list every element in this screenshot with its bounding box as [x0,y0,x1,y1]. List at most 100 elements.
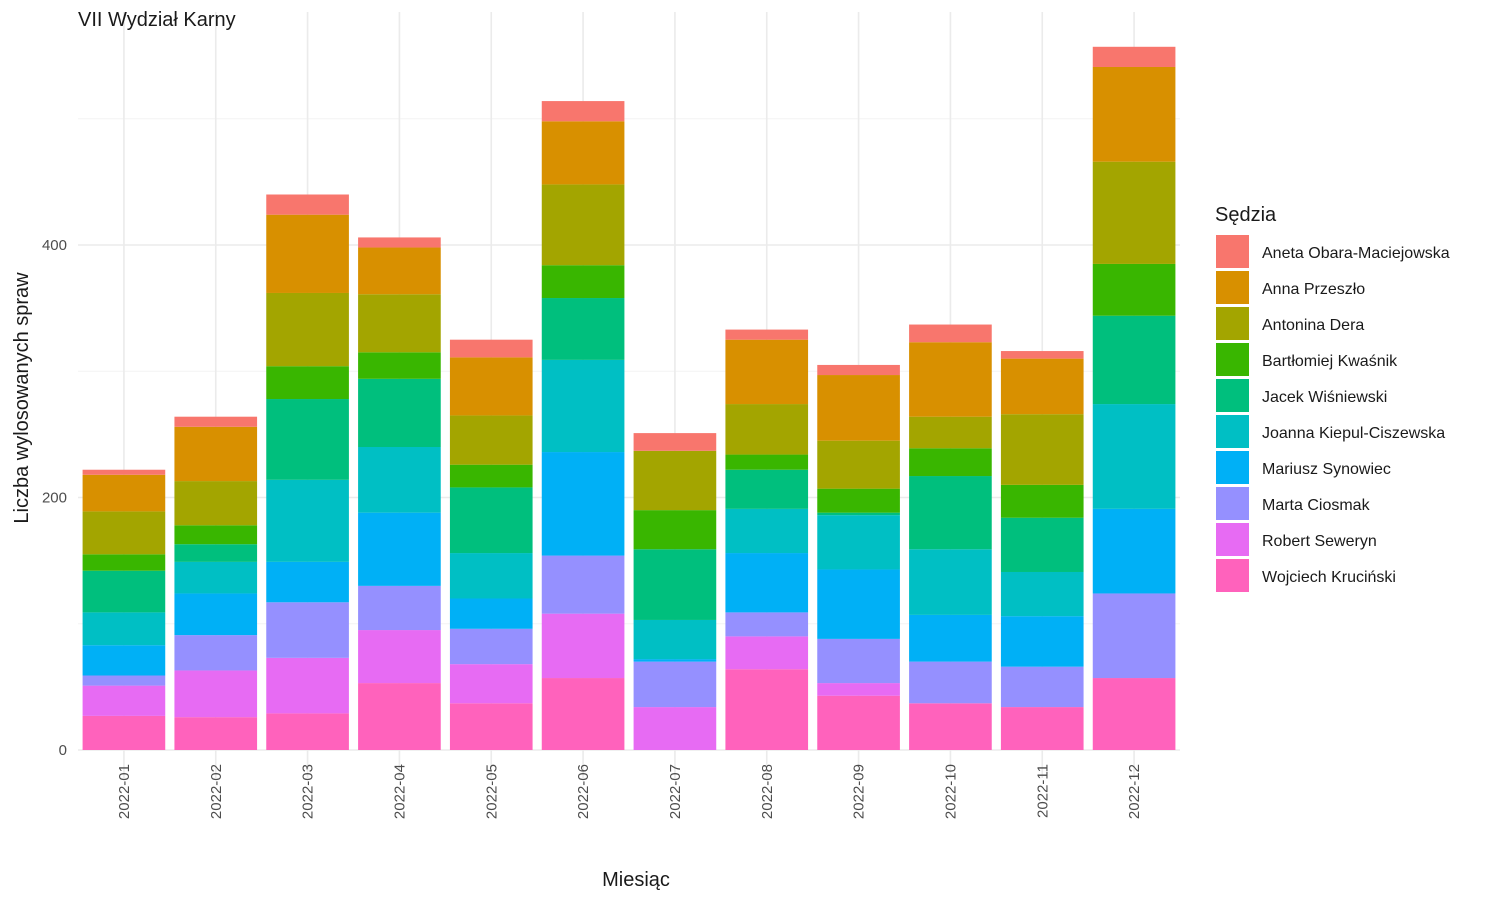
bar-segment [82,612,166,646]
bar-segment [358,247,441,295]
bar-segment [449,598,533,629]
bar-segment [1092,46,1176,67]
x-tick-label: 2022-02 [208,764,225,819]
bar-segment [1000,616,1084,667]
bar-segment [82,474,166,512]
bar-segment [449,464,533,488]
legend-title: Sędzia [1215,204,1277,226]
bar-segment [817,569,900,639]
x-tick-label: 2022-01 [116,764,133,819]
bar-segment [449,357,533,416]
bar-segment [174,481,258,526]
bar-segment [82,554,166,571]
bar-segment [725,553,809,613]
bar-segment [541,298,625,360]
bar-segment [633,510,717,550]
x-tick-label: 2022-09 [851,764,868,819]
bar-segment [541,121,625,185]
bar-segment [817,364,900,376]
x-tick-label: 2022-06 [575,764,592,819]
bar-segment [909,549,992,615]
bar-segment [909,342,992,417]
x-tick-label: 2022-04 [391,764,408,819]
bars [82,46,1176,750]
legend-swatch [1216,451,1249,484]
bar-segment [909,614,992,662]
legend-label: Antonina Dera [1262,317,1364,334]
bar-segment [266,561,349,603]
bar-segment [449,628,533,665]
bar-segment [1092,404,1176,509]
bar-segment [633,619,717,660]
bar-segment [541,613,625,679]
y-tick-label: 200 [42,490,67,507]
legend-label: Aneta Obara-Maciejowska [1262,245,1450,262]
bar-segment [449,487,533,554]
legend-label: Wojciech Kruciński [1262,569,1396,586]
bar-segment [541,184,625,266]
y-axis-ticks: 0 200 400 [42,237,67,759]
bar-segment [817,638,900,684]
bar-segment [1092,508,1176,594]
bar-segment [633,549,717,620]
bar-segment [266,214,349,293]
bar-segment [174,635,258,671]
bar-segment [174,670,258,718]
bar-segment [266,292,349,367]
legend-swatch [1216,559,1249,592]
bar-segment [358,630,441,684]
bar-segment [909,324,992,343]
bar-segment [633,707,717,750]
bar-segment [909,476,992,550]
bar-segment [817,375,900,441]
bar-segment [358,294,441,353]
bar-segment [1092,161,1176,264]
y-tick-label: 400 [42,237,67,254]
legend-label: Bartłomiej Kwaśnik [1262,353,1398,370]
bar-segment [358,585,441,631]
bar-segment [449,553,533,599]
bar-segment [1000,517,1084,572]
bar-segment [909,416,992,449]
bar-segment [174,717,258,750]
legend-swatch [1216,271,1249,304]
x-axis-ticks: 2022-01 2022-02 2022-03 2022-04 2022-05 2022-… [116,764,1143,819]
bar-segment [266,657,349,714]
legend-label: Jacek Wiśniewski [1262,389,1387,406]
bar-segment [725,329,809,340]
bar-segment [817,488,900,513]
bar-segment [541,265,625,299]
bar-segment [174,593,258,636]
bar-segment [266,399,349,480]
chart-title: VII Wydział Karny [78,9,236,31]
bar-segment [358,378,441,447]
legend-swatch [1216,487,1249,520]
bar-segment [266,194,349,215]
bar-segment [541,555,625,614]
bar-segment [725,404,809,455]
bar-segment [633,659,717,662]
legend-label: Marta Ciosmak [1262,497,1371,514]
x-tick-label: 2022-08 [759,764,776,819]
bar-segment [174,426,258,482]
bar-segment [1092,593,1176,679]
y-tick-label: 0 [59,742,67,759]
legend-swatch [1216,523,1249,556]
bar-segment [817,512,900,516]
bar-segment [541,678,625,750]
x-tick-label: 2022-07 [667,764,684,819]
bar-segment [725,454,809,470]
bar-segment [1092,263,1176,316]
bar-segment [82,511,166,555]
bar-segment [266,366,349,400]
bar-segment [82,469,166,475]
bar-segment [725,339,809,405]
legend-label: Robert Seweryn [1262,533,1377,550]
legend-label: Joanna Kiepul-Ciszewska [1262,425,1445,442]
legend-swatch [1216,307,1249,340]
bar-segment [541,359,625,453]
legend: Sędzia Aneta Obara-Maciejowska Anna Przes… [1215,204,1450,592]
bar-segment [725,669,809,750]
bar-segment [541,101,625,122]
bar-segment [449,339,533,358]
